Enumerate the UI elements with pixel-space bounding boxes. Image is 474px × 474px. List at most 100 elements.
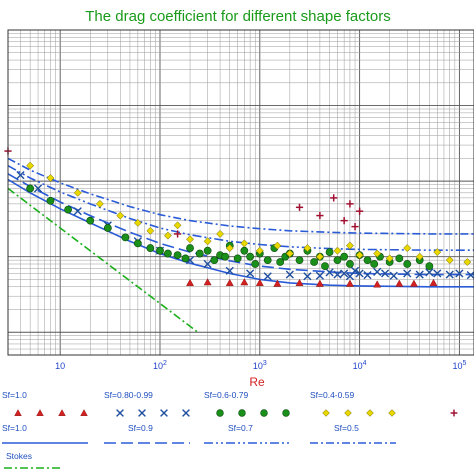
legend-label: Sf=0.4-0.59	[310, 390, 354, 400]
legend-label: Sf=1.0	[2, 390, 27, 400]
legend-label: Sf=1.0	[2, 423, 27, 433]
data-point-diamond	[116, 211, 125, 220]
legend-marker-diamond	[344, 409, 352, 417]
data-point-diamond	[203, 237, 212, 246]
data-point-diamond	[433, 248, 442, 257]
data-point-circle	[173, 251, 182, 259]
legend-marker-triangle	[58, 409, 66, 416]
data-point-circle	[46, 196, 55, 205]
x-tick-label: 103	[253, 360, 267, 371]
data-point-x	[285, 270, 294, 279]
legend-label: Sf=0.9	[128, 423, 153, 433]
data-point-x	[325, 268, 334, 277]
data-point-x	[363, 271, 372, 280]
data-point-diamond	[26, 161, 35, 170]
data-point-x-stroke	[380, 269, 390, 278]
data-point-x-stroke	[415, 270, 424, 279]
data-point-diamond	[303, 244, 312, 253]
data-point-x-stroke	[263, 272, 272, 281]
legend-marker-triangle	[36, 409, 44, 416]
data-point-x	[380, 269, 390, 278]
data-point-x-stroke	[350, 266, 360, 275]
data-point-circle	[221, 252, 230, 261]
legend-marker-x	[116, 409, 124, 417]
data-point-triangle	[345, 279, 354, 287]
data-point-triangle	[255, 278, 264, 286]
data-point-diamond	[255, 246, 264, 255]
data-point-circle	[233, 254, 242, 263]
data-point-diamond	[133, 218, 142, 227]
data-point-triangle	[429, 278, 438, 286]
data-point-x-stroke	[455, 269, 464, 278]
data-point-circle	[246, 252, 255, 261]
data-point-x-stroke	[33, 184, 43, 193]
data-point-x	[263, 272, 272, 281]
curve-sf-0-5	[7, 157, 474, 235]
data-point-circle	[146, 244, 155, 252]
data-points	[4, 147, 474, 288]
data-point-x	[340, 269, 349, 278]
data-point-diamond	[463, 258, 472, 266]
chart-title: The drag coefficient for different shape…	[85, 8, 390, 25]
data-point-triangle	[240, 278, 249, 286]
data-point-x-stroke	[285, 270, 294, 279]
data-point-plus	[340, 217, 348, 225]
data-point-diamond	[403, 244, 412, 253]
data-point-circle	[210, 256, 219, 265]
data-point-circle	[195, 249, 204, 258]
data-point-diamond	[415, 252, 424, 261]
data-point-triangle	[273, 279, 282, 287]
data-point-x	[403, 269, 412, 278]
data-point-x-stroke	[325, 268, 334, 277]
data-point-x-stroke	[225, 266, 234, 275]
x-tick-label: 105	[452, 360, 466, 371]
data-point-x-stroke	[333, 270, 342, 279]
x-tick-labels: 10 102 103 104 105	[55, 360, 466, 371]
data-point-x-stroke	[246, 269, 255, 278]
data-point-circle	[186, 244, 194, 252]
data-point-plus	[346, 200, 354, 208]
legend-marker-x	[182, 409, 190, 417]
legend-marker-diamond	[366, 409, 374, 417]
data-point-x	[315, 271, 324, 280]
data-point-circle	[370, 260, 379, 268]
legend-marker-x	[160, 409, 168, 417]
data-point-x-stroke	[389, 271, 398, 280]
data-point-x-stroke	[403, 269, 412, 278]
data-point-circle	[263, 256, 272, 265]
data-point-plus	[295, 203, 304, 211]
data-point-x	[455, 269, 464, 278]
data-point-circle	[395, 254, 404, 263]
data-point-circle	[203, 246, 212, 255]
data-point-diamond	[345, 241, 354, 250]
data-point-circle	[103, 224, 112, 232]
data-point-x-stroke	[466, 271, 474, 280]
data-point-circle	[64, 205, 72, 214]
data-point-x	[415, 270, 424, 279]
data-point-diamond	[385, 254, 394, 263]
data-point-diamond	[173, 221, 182, 230]
data-point-triangle	[315, 279, 324, 287]
data-point-x-stroke	[355, 269, 364, 278]
data-point-x-stroke	[315, 271, 324, 280]
data-point-circle	[240, 246, 249, 255]
legend-marker-diamond	[388, 409, 396, 417]
data-point-triangle	[373, 280, 382, 288]
data-point-plus	[316, 211, 324, 220]
data-point-diamond	[333, 246, 342, 255]
data-point-x-stroke	[425, 268, 434, 277]
data-point-x-stroke	[303, 272, 312, 281]
data-point-circle	[310, 258, 319, 266]
data-point-diamond	[216, 229, 225, 238]
data-point-x	[350, 266, 360, 275]
legend-label: Sf=0.6-0.79	[204, 390, 248, 400]
data-point-circle	[325, 248, 334, 257]
data-point-x-stroke	[16, 171, 25, 180]
data-point-x	[225, 266, 234, 275]
data-point-circle	[163, 249, 172, 258]
legend-marker-plus	[450, 409, 458, 417]
data-point-x	[445, 270, 454, 279]
legend-marker-circle	[282, 409, 290, 417]
data-point-diamond	[46, 174, 55, 182]
